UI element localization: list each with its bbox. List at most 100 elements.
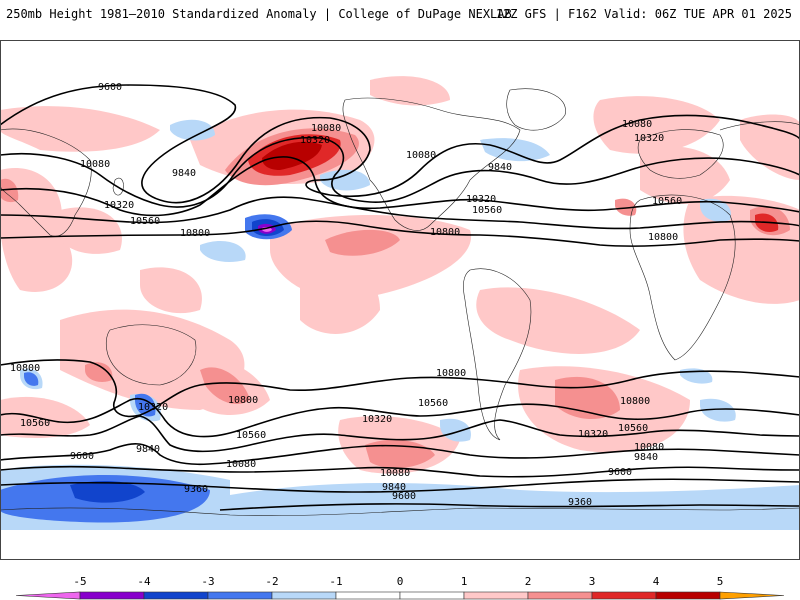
contour-label: 10080 — [380, 468, 410, 479]
anomaly-fill — [476, 287, 640, 354]
contour-label: 10080 — [406, 150, 436, 161]
colorbar-segment — [271, 591, 337, 600]
contour-label: 9360 — [568, 497, 592, 508]
colorbar-segment — [335, 591, 401, 600]
colorbar-segment — [719, 591, 785, 600]
contour-label: 10800 — [180, 228, 210, 239]
contour-label: 10080 — [622, 119, 652, 130]
contour-label: 10560 — [20, 418, 50, 429]
contour-label: 10320 — [578, 429, 608, 440]
coastline-greenland — [506, 88, 566, 131]
contour-line — [0, 465, 800, 478]
contour-label: 10320 — [104, 200, 134, 211]
anomaly-fill — [640, 146, 730, 204]
contour-line — [0, 415, 800, 453]
contour-label: 9360 — [184, 484, 208, 495]
colorbar-segment — [399, 591, 465, 600]
contour-label: 10320 — [362, 414, 392, 425]
anomaly-fill — [700, 398, 736, 422]
contour-label: 9600 — [98, 82, 122, 93]
colorbar-tick-label: 0 — [397, 575, 404, 588]
anomaly-fill — [140, 267, 202, 314]
colorbar-tick-label: 4 — [653, 575, 660, 588]
contour-label: 10320 — [578, 429, 608, 440]
contour-label: 10800 — [620, 396, 650, 407]
anomaly-fill — [480, 138, 550, 162]
contour-label: 10560 — [472, 205, 502, 216]
contour-line — [0, 220, 800, 247]
contour-label: 10560 — [236, 430, 266, 441]
colorbar-segment — [591, 591, 657, 600]
anomaly-fill — [85, 362, 113, 382]
contour-label: 9840 — [172, 168, 196, 179]
anomaly-fill — [0, 106, 160, 152]
colorbar-segment — [527, 591, 593, 600]
anomaly-fill — [200, 240, 246, 262]
anomaly-fill — [300, 262, 380, 334]
colorbar-tick-label: -3 — [201, 575, 214, 588]
height-contours — [0, 84, 800, 511]
anomaly-fill — [170, 119, 215, 141]
contour-label: 10800 — [430, 227, 460, 238]
anomaly-fill — [325, 229, 400, 256]
anomaly-fill — [55, 207, 122, 254]
anomaly-fill — [24, 372, 39, 386]
contour-label: 10080 — [226, 459, 256, 470]
colorbar-tick-label: 2 — [525, 575, 532, 588]
anomaly-fill — [593, 96, 720, 154]
contour-label: 10800 — [228, 395, 258, 406]
contour-line — [0, 84, 800, 204]
anomaly-fill — [0, 178, 19, 203]
contour-label: 10320 — [138, 402, 168, 413]
contour-label: 9840 — [634, 452, 658, 463]
header-bar: 250mb Height 1981–2010 Standardized Anom… — [0, 0, 800, 28]
colorbar-tick-label: -4 — [137, 575, 151, 588]
model-valid-time: 12Z GFS | F162 Valid: 06Z TUE APR 01 202… — [495, 7, 792, 21]
coastline-asia — [0, 121, 800, 237]
colorbar-tick-label: 1 — [461, 575, 468, 588]
contour-line — [0, 136, 800, 208]
anomaly-fill — [200, 367, 250, 405]
colorbar-segment — [143, 591, 209, 600]
coastline-europe — [637, 129, 724, 179]
coastline-africa — [629, 194, 736, 361]
contour-label: 10320 — [634, 133, 664, 144]
contour-label: 10320 — [300, 135, 330, 146]
contour-label: 10560 — [130, 216, 160, 227]
coastline-south-america — [463, 268, 532, 441]
contour-line — [0, 196, 800, 230]
contour-label: 10800 — [10, 363, 40, 374]
coastlines — [0, 88, 800, 516]
contour-label: 10080 — [634, 442, 664, 453]
colorbar-segment — [15, 591, 81, 600]
contour-line — [0, 443, 800, 466]
anomaly-colorbar: -5 -4 -3 -2 -1 0 1 2 3 4 5 — [15, 575, 785, 600]
anomaly-fill — [70, 480, 145, 503]
colorbar-segment — [655, 591, 721, 600]
colorbar-ticks: -5 -4 -3 -2 -1 0 1 2 3 4 5 — [73, 575, 723, 588]
contour-label: 10320 — [466, 194, 496, 205]
contour-label: 10800 — [436, 368, 466, 379]
anomaly-fill — [370, 76, 450, 106]
contour-label: 10560 — [618, 423, 648, 434]
colorbar-segment — [207, 591, 273, 600]
anomaly-fill — [0, 396, 90, 438]
map-title: 250mb Height 1981–2010 Standardized Anom… — [6, 7, 512, 21]
contour-label: 9840 — [488, 162, 512, 173]
colorbar-segment — [79, 591, 145, 600]
contour-label: 10320 — [360, 414, 390, 425]
colorbar-tick-label: -5 — [73, 575, 86, 588]
contour-line — [0, 398, 800, 438]
anomaly-shading — [0, 76, 800, 530]
contour-labels: 9600 10080 9840 10320 10560 10800 10080 … — [10, 82, 682, 508]
colorbar-tick-label: 5 — [717, 575, 724, 588]
contour-label: 9600 — [392, 491, 416, 502]
contour-label: 10080 — [311, 123, 341, 134]
anomaly-fill — [440, 418, 471, 442]
contour-label: 9600 — [608, 467, 632, 478]
contour-label: 10560 — [418, 398, 448, 409]
colorbar-tick-label: -1 — [329, 575, 342, 588]
contour-label: 9600 — [70, 451, 94, 462]
coastline-australia — [105, 324, 197, 386]
anomaly-fill — [700, 198, 731, 222]
